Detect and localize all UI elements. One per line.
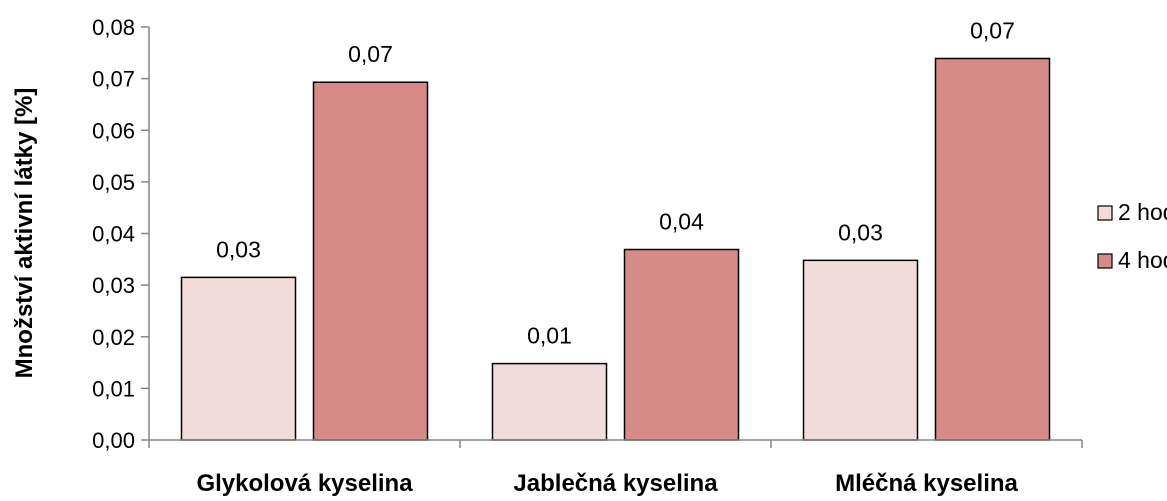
y-tick-label: 0,08 xyxy=(92,15,135,40)
y-tick-label: 0,07 xyxy=(92,67,135,92)
data-label: 0,01 xyxy=(527,323,572,349)
bar-2-hod-3 xyxy=(802,259,919,441)
y-tick-label: 0,02 xyxy=(92,325,135,350)
category-labels-group: Glykolová kyselina Jablečná kyselina Mléčn… xyxy=(196,470,1018,497)
bars-group xyxy=(180,57,1051,441)
legend-swatch-4-hod xyxy=(1097,253,1113,269)
legend-label: 4 hod xyxy=(1118,247,1167,273)
y-tick-label: 0,04 xyxy=(92,222,135,247)
y-tick-label: 0,03 xyxy=(92,273,135,298)
bar-2-hod-1 xyxy=(180,276,297,441)
category-label: Jablečná kyselina xyxy=(513,470,718,497)
legend: 2 hod 4 hod xyxy=(1097,199,1167,273)
y-tick-label: 0,01 xyxy=(92,376,135,401)
bar-2-hod-2 xyxy=(491,362,608,441)
data-label: 0,07 xyxy=(348,41,393,67)
bar-4-hod-3 xyxy=(934,57,1051,441)
y-axis-title: Množství aktivní látky [%] xyxy=(11,88,38,379)
data-label: 0,03 xyxy=(838,219,883,245)
bar-4-hod-1 xyxy=(312,81,429,441)
y-axis-ticks: 0,00 0,01 0,02 0,03 0,04 0,05 0,06 0,07 0,08 xyxy=(92,15,149,453)
legend-swatch-2-hod xyxy=(1097,205,1113,221)
y-tick-label: 0,06 xyxy=(92,118,135,143)
legend-label: 2 hod xyxy=(1118,199,1167,225)
category-label: Mléčná kyselina xyxy=(835,470,1018,497)
y-tick-label: 0,00 xyxy=(92,428,135,453)
category-label: Glykolová kyselina xyxy=(196,470,413,497)
data-labels-group: 0,03 0,07 0,01 0,04 0,03 0,07 xyxy=(216,17,1015,348)
data-label: 0,04 xyxy=(659,209,704,235)
data-label: 0,07 xyxy=(970,17,1015,43)
data-label: 0,03 xyxy=(216,236,261,262)
axes-group xyxy=(148,27,1083,448)
y-tick-label: 0,05 xyxy=(92,170,135,195)
bar-4-hod-2 xyxy=(623,248,740,441)
